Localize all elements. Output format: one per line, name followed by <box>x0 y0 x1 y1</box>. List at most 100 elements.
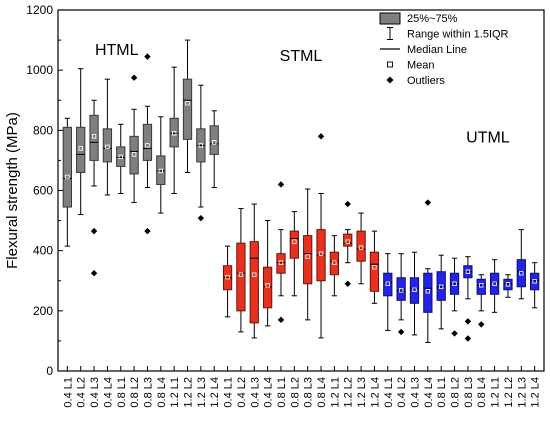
x-tick-label: 0.8 L3 <box>463 377 475 408</box>
x-tick-label: 0.4 L1 <box>223 377 235 408</box>
box-stml <box>289 211 299 297</box>
box-stml <box>249 203 259 339</box>
box-html <box>76 68 86 216</box>
x-tick-label: 0.8 L2 <box>289 377 301 408</box>
mean-marker <box>171 131 177 136</box>
x-tick-label: 0.8 L2 <box>129 377 141 408</box>
x-tick-label: 0.4 L2 <box>396 377 408 408</box>
x-tick-label: 0.4 L1 <box>62 377 74 408</box>
x-tick-label: 0.4 L2 <box>76 377 88 408</box>
box-html <box>102 78 113 196</box>
mean-marker <box>265 283 270 288</box>
box-iqr <box>516 259 526 288</box>
x-tick-label: 1.2 L1 <box>490 377 502 408</box>
box-utml <box>463 256 473 342</box>
group-label-utml: UTML <box>466 129 510 146</box>
legend-outlier-swatch <box>386 76 394 84</box>
legend: 25%~75% Range within 1.5IQR Median Line Mea… <box>379 12 509 87</box>
mean-marker <box>318 251 324 256</box>
box-iqr <box>409 277 420 304</box>
outlier-point <box>344 280 351 287</box>
mean-marker <box>91 134 97 139</box>
box-utml <box>530 262 540 309</box>
box-iqr <box>489 272 500 295</box>
plot-area: HTML STML UTML <box>62 39 540 343</box>
outlier-point <box>197 214 205 222</box>
box-html <box>196 84 206 222</box>
x-tick-label: 0.8 L1 <box>436 377 448 408</box>
outlier-point <box>144 53 151 60</box>
box-html <box>182 39 193 173</box>
mean-marker <box>465 269 471 274</box>
box-iqr <box>436 271 446 301</box>
outlier-point <box>90 270 98 277</box>
outlier-point <box>464 318 472 325</box>
mean-marker <box>278 260 284 265</box>
mean-marker <box>332 260 337 265</box>
x-tick-label: 1.2 L1 <box>169 377 181 408</box>
y-tick-label: 600 <box>33 184 53 198</box>
outlier-point <box>424 199 432 206</box>
x-tick-label: 0.4 L3 <box>89 377 101 408</box>
x-tick-label: 0.8 L1 <box>116 377 128 408</box>
box-html <box>116 123 126 195</box>
x-tick-label: 0.4 L4 <box>102 377 114 408</box>
box-html <box>89 99 99 277</box>
box-html <box>209 110 219 188</box>
x-tick-label: 1.2 L3 <box>356 377 368 408</box>
box-iqr <box>62 126 72 208</box>
x-tick-label: 1.2 L4 <box>209 377 221 408</box>
mean-marker <box>78 146 83 151</box>
mean-marker <box>505 282 511 287</box>
mean-marker <box>492 281 497 286</box>
outlier-point <box>90 227 98 235</box>
box-iqr <box>142 123 153 161</box>
legend-box-swatch <box>379 12 401 25</box>
mean-marker <box>105 144 110 150</box>
box-html <box>169 66 179 195</box>
box-utml <box>516 229 526 300</box>
box-html <box>142 53 153 235</box>
outlier-point <box>277 181 285 188</box>
x-tick-label: 1.2 L2 <box>183 377 195 408</box>
box-html <box>129 74 139 204</box>
y-tick-label: 800 <box>33 123 53 137</box>
box-utml <box>503 274 513 298</box>
x-tick-label: 1.2 L2 <box>503 377 515 408</box>
x-tick-label: 0.4 L4 <box>263 377 275 408</box>
box-iqr <box>129 135 139 175</box>
mean-marker <box>65 174 70 180</box>
outlier-point <box>464 335 472 342</box>
box-iqr <box>369 251 380 292</box>
mean-marker <box>252 272 257 277</box>
mean-marker <box>372 265 377 270</box>
mean-marker <box>532 279 537 284</box>
box-utml <box>489 259 500 313</box>
mean-marker <box>412 287 417 292</box>
mean-marker <box>238 272 244 277</box>
box-iqr <box>329 251 340 276</box>
outlier-point <box>478 321 485 328</box>
x-tick-label: 1.2 L2 <box>343 377 355 408</box>
box-stml <box>262 220 273 327</box>
x-tick-label: 0.8 L2 <box>450 377 462 408</box>
x-tick-label: 0.4 L2 <box>236 377 248 408</box>
outlier-point <box>397 328 405 336</box>
x-tick-label: 1.2 L1 <box>329 377 341 408</box>
outlier-point <box>277 316 285 324</box>
box-iqr <box>249 241 259 324</box>
box-iqr <box>209 125 219 155</box>
box-stml <box>329 235 340 297</box>
box-stml <box>276 181 286 324</box>
box-iqr <box>383 272 393 297</box>
y-tick-label: 1200 <box>26 3 53 17</box>
group-label-html: HTML <box>95 42 139 59</box>
outlier-point <box>144 227 151 235</box>
mean-marker <box>385 281 390 286</box>
legend-mean-swatch <box>387 61 393 68</box>
box-stml <box>222 245 233 318</box>
box-iqr <box>530 272 540 291</box>
x-tick-label: 0.8 L4 <box>316 377 328 408</box>
box-iqr <box>276 253 286 274</box>
